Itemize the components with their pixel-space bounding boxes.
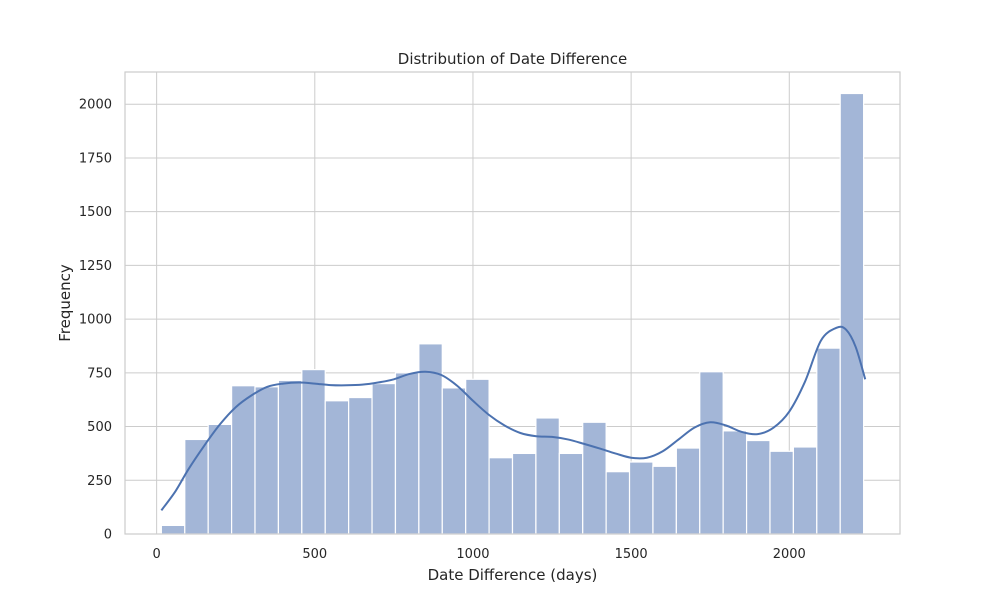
histogram-bar [184,438,209,535]
x-tick-label: 1000 [456,547,489,562]
histogram-bar [816,347,841,535]
y-tick-label: 1500 [79,205,112,220]
histogram-bar [605,471,631,535]
histogram-bar [254,386,280,535]
histogram-bar [324,400,350,535]
histogram-bar [839,92,865,535]
histogram-bar [160,524,186,535]
histogram-bar [488,457,514,535]
x-tick-label: 2000 [773,547,806,562]
chart-title: Distribution of Date Difference [398,50,627,68]
histogram-bar [745,439,771,535]
histogram-bar [277,379,303,535]
histogram-bar [722,430,748,535]
histogram-bar [535,417,560,535]
histogram-bar [441,387,467,535]
x-tick-labels: 0 500 1000 1500 2000 [152,547,805,562]
y-tick-label: 1000 [79,313,112,328]
histogram-bar [394,372,420,535]
histogram-bars [160,92,865,535]
histogram-bar [699,371,724,535]
y-tick-label: 1750 [79,151,112,166]
histogram-bar [675,447,701,535]
x-tick-label: 1500 [615,547,648,562]
histogram-bar [465,378,490,535]
histogram-bar [371,382,397,535]
x-tick-label: 0 [152,547,160,562]
histogram-bar [792,446,818,535]
kde-curve [160,325,867,511]
y-axis-label: Frequency [56,264,74,342]
x-axis-label: Date Difference (days) [428,566,598,584]
histogram-bar [769,450,794,535]
x-tick-label: 500 [302,547,327,562]
histogram-bar [558,452,584,535]
histogram-bar [207,423,233,535]
histogram-bar [301,369,326,535]
y-tick-label: 500 [87,420,112,435]
y-tick-label: 750 [87,366,112,381]
y-tick-label: 0 [104,528,112,543]
y-tick-label: 2000 [79,98,112,113]
histogram-bar [582,421,607,535]
histogram-bar [348,396,373,535]
y-tick-label: 1250 [79,259,112,274]
histogram-bar [652,465,677,535]
y-tick-label: 250 [87,474,112,489]
histogram-bar [628,461,654,535]
plot-frame [124,71,901,535]
histogram-bar [511,452,537,535]
y-tick-labels: 0 250 500 750 1000 1250 1500 1750 2000 [79,98,112,543]
